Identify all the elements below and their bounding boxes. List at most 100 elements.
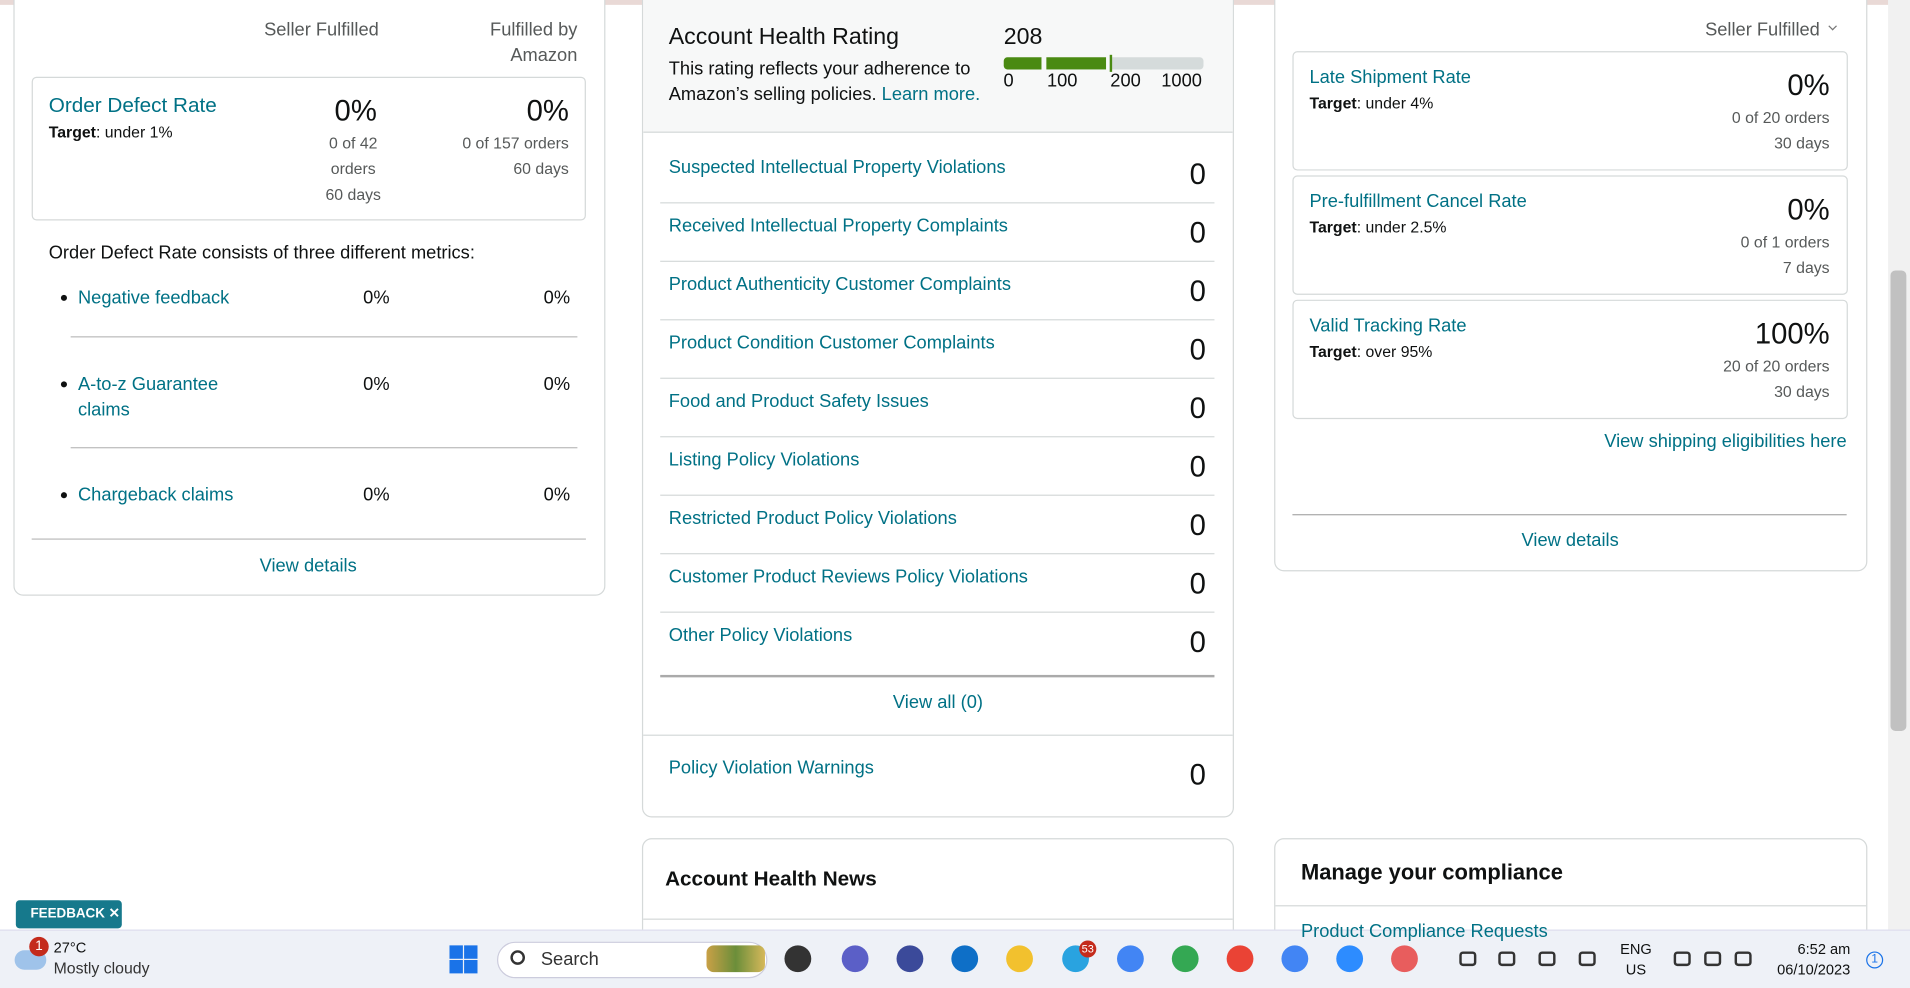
metric-days: 30 days <box>1774 134 1830 153</box>
column-header: Seller Fulfilled <box>264 18 379 40</box>
search-placeholder: Search <box>540 948 599 970</box>
violation-count: 0 <box>1189 157 1206 191</box>
target: Target: under 4% <box>1309 93 1553 115</box>
divider <box>643 918 1233 920</box>
violation-link[interactable]: Customer Product Reviews Policy Violatio… <box>668 565 1028 587</box>
metric-title[interactable]: Late Shipment Rate <box>1309 66 1471 88</box>
violation-link[interactable]: Other Policy Violations <box>668 624 853 646</box>
scroll-thumb[interactable] <box>1890 270 1907 731</box>
app-icon <box>1006 945 1033 973</box>
bullet <box>60 381 67 388</box>
metric-title[interactable]: Pre-fulfillment Cancel Rate <box>1309 190 1527 212</box>
badge <box>29 936 49 957</box>
violation-count: 0 <box>1189 508 1206 542</box>
metric-value: 0% <box>1787 193 1830 226</box>
app-icon <box>951 945 979 973</box>
metric-value: 0% <box>363 286 390 308</box>
shipping-link[interactable]: View shipping eligibilities here <box>1604 430 1847 452</box>
rating-bar-segment <box>1046 57 1107 70</box>
warnings-link[interactable]: Policy Violation Warnings <box>668 757 874 778</box>
divider <box>660 494 1215 496</box>
app-icon <box>1226 945 1254 973</box>
target-label: Target <box>1309 342 1357 361</box>
view-details-link[interactable]: View details <box>1521 529 1619 551</box>
violation-count: 0 <box>1189 391 1206 425</box>
violation-link[interactable]: Product Condition Customer Complaints <box>668 331 995 353</box>
tray-icon <box>1578 951 1596 967</box>
dropdown[interactable]: Seller Fulfilled <box>1705 18 1820 40</box>
app-icon <box>1171 945 1199 973</box>
metric-value: 0% <box>334 94 377 128</box>
divider <box>660 260 1215 262</box>
divider <box>643 734 1233 736</box>
divider <box>660 674 1215 678</box>
target-label: Target <box>1309 218 1357 237</box>
metric-link[interactable]: Chargeback claims <box>77 484 234 505</box>
target-value: : under 2.5% <box>1356 218 1447 237</box>
section-title: Account Health News <box>665 866 877 890</box>
metric-value: 0% <box>543 373 571 395</box>
violation-link[interactable]: Received Intellectual Property Complaint… <box>668 215 1008 236</box>
violation-count: 0 <box>1189 625 1206 659</box>
violation-count: 0 <box>1189 216 1206 250</box>
target-value: : over 95% <box>1356 342 1433 361</box>
warnings-count: 0 <box>1189 758 1206 792</box>
metric-days: 30 days <box>1774 382 1830 401</box>
tray-icon <box>1734 951 1752 967</box>
target-value: : under 1% <box>95 123 173 142</box>
windows-logo <box>464 959 478 974</box>
windows-logo <box>464 945 478 959</box>
divider <box>660 436 1215 438</box>
rating-marker <box>1109 54 1113 72</box>
violation-link[interactable]: Listing Policy Violations <box>668 448 860 470</box>
notification-count: 1 <box>1871 952 1879 967</box>
right-panel <box>1274 0 1868 572</box>
metric-value: 100% <box>1754 317 1830 351</box>
learn-more-link[interactable]: Learn more. <box>881 84 981 105</box>
compliance-link[interactable]: Product Compliance Requests <box>1300 920 1548 942</box>
rating-bar-segment <box>1110 57 1204 70</box>
tray-icon <box>1704 951 1722 967</box>
metric-link[interactable]: Negative feedback <box>77 286 230 308</box>
feedback-button[interactable]: FEEDBACK ✕ <box>15 900 122 929</box>
description-text: This rating reflects your adherence to A… <box>668 58 971 105</box>
metric-title[interactable]: Valid Tracking Rate <box>1309 314 1467 336</box>
divider <box>660 553 1215 555</box>
tray-icon <box>1498 951 1516 967</box>
divider <box>1292 514 1847 516</box>
divider <box>660 611 1215 613</box>
badge-count: 1 <box>35 938 43 954</box>
region: US <box>1625 960 1647 978</box>
metric-value: 0% <box>1787 68 1830 102</box>
violation-link[interactable]: Product Authenticity Customer Complaints <box>668 273 1011 295</box>
scale-label: 1000 <box>1161 70 1202 91</box>
badge <box>1079 940 1097 958</box>
violation-link[interactable]: Suspected Intellectual Property Violatio… <box>668 156 1006 178</box>
feedback-label: FEEDBACK <box>30 906 105 922</box>
divider <box>70 447 578 449</box>
tray-icon <box>1673 951 1691 967</box>
metric-title[interactable]: Order Defect Rate <box>48 93 217 117</box>
scale-label: 100 <box>1046 70 1078 91</box>
metric-days: 7 days <box>1782 258 1830 277</box>
view-details-link[interactable]: View details <box>259 554 357 576</box>
violation-link[interactable]: Food and Product Safety Issues <box>668 390 929 412</box>
clock-time: 6:52 am <box>1797 939 1851 957</box>
view-all-link[interactable]: View all (0) <box>892 691 983 713</box>
bullet <box>60 294 67 301</box>
app-icon <box>1391 945 1418 973</box>
badge-count: 53 <box>1081 942 1094 956</box>
temperature: 27°C <box>53 938 87 956</box>
violation-count: 0 <box>1189 450 1206 484</box>
bullet <box>60 492 67 499</box>
tray-icon <box>1538 951 1556 967</box>
metric-days: 60 days <box>325 184 381 203</box>
violation-count: 0 <box>1189 567 1206 600</box>
divider <box>70 336 578 338</box>
metric-box <box>1292 51 1848 171</box>
violation-link[interactable]: Restricted Product Policy Violations <box>668 507 957 529</box>
metric-link[interactable]: A-to-z Guarantee claims <box>77 373 219 420</box>
target-value: : under 4% <box>1356 93 1434 113</box>
description: Order Defect Rate consists of three diff… <box>48 241 475 263</box>
